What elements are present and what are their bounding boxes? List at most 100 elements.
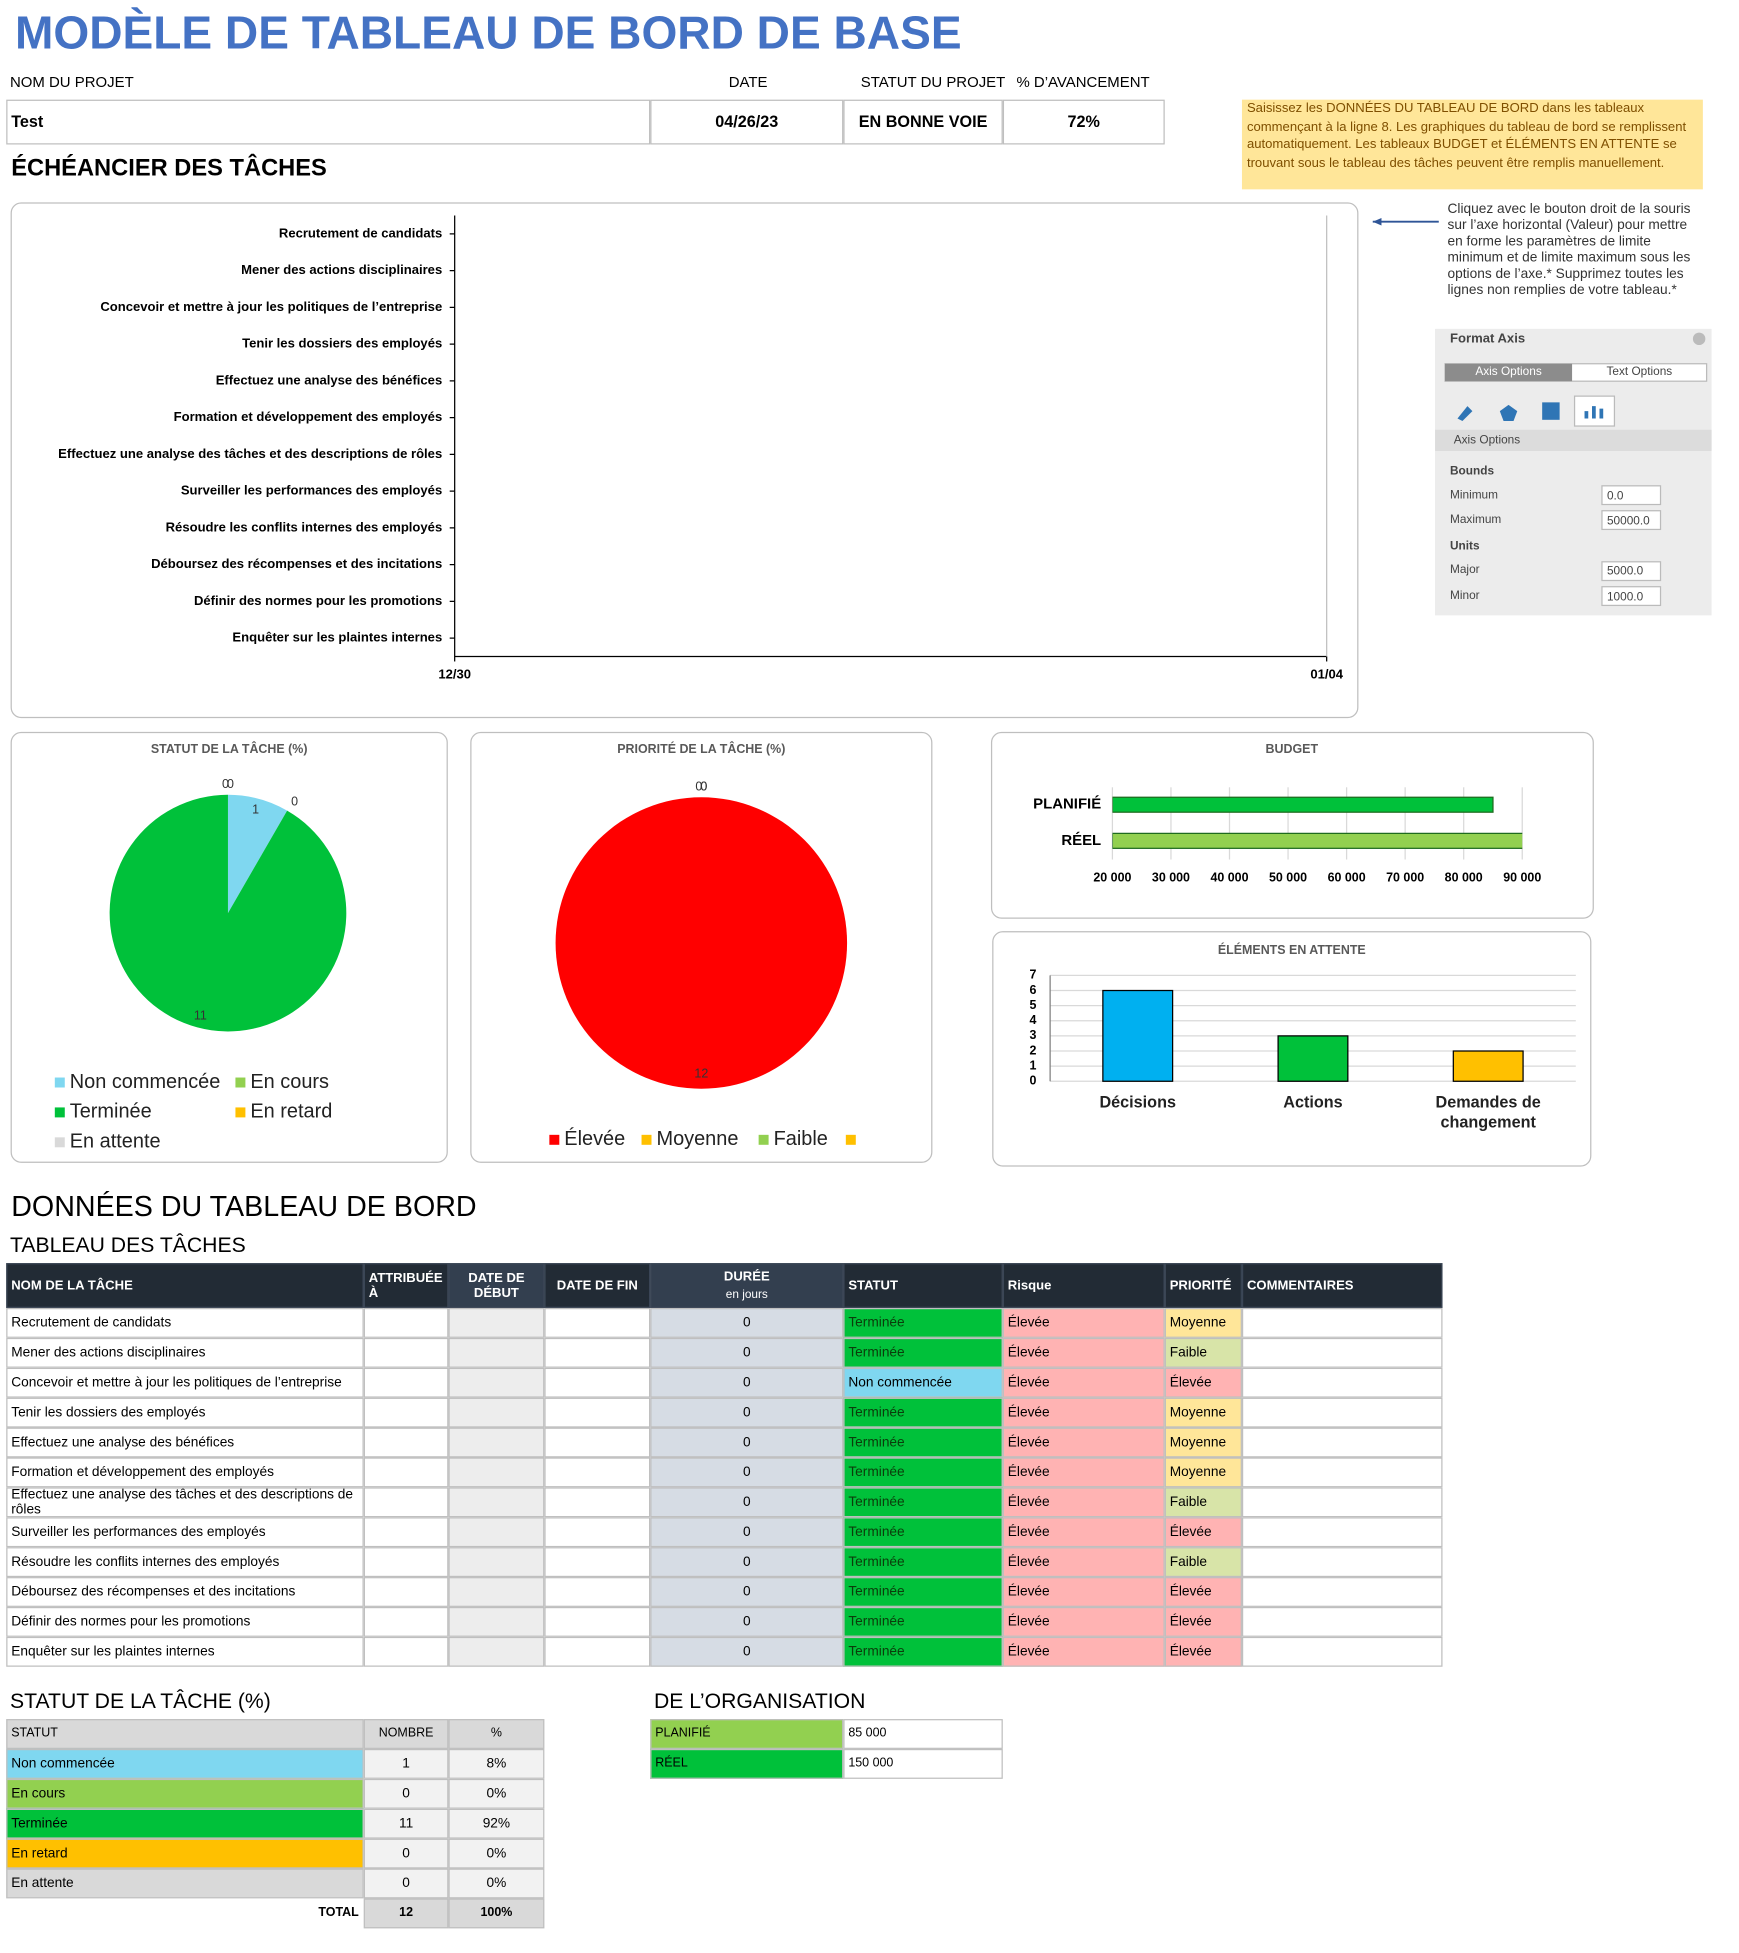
panel-title: Format Axis [1449,331,1526,347]
table-header: % [448,1719,545,1749]
tab: Text Options [1606,364,1673,379]
field-label: Major [1449,563,1480,577]
empty-cell [1241,1606,1443,1637]
table-cell: 0% [448,1868,545,1899]
tab-active[interactable] [1445,363,1573,382]
table-cell: 0 [650,1636,844,1667]
y-tick-label: Concevoir et mettre à jour les politique… [100,299,442,314]
table-cell: Élevée [1002,1606,1165,1637]
pie-slice [109,794,347,1032]
project-value: EN BONNE VOIE [843,99,1003,145]
table-cell: 0 [650,1427,844,1458]
y-tick-label: 0 [1030,1074,1037,1088]
table-header: STATUT [843,1263,1003,1308]
table-title: TABLEAU DES TÂCHES [9,1233,246,1257]
table-cell: Élevée [1002,1427,1165,1458]
empty-cell [544,1307,651,1338]
table-cell: En attente [6,1868,364,1899]
field-value: 1000.0 [1606,590,1644,605]
table-cell: 150 000 [843,1748,1003,1779]
table-cell: PLANIFIÉ [650,1719,844,1749]
bounds-label: Bounds [1449,464,1495,479]
empty-cell [1241,1307,1443,1338]
y-tick-label: Surveiller les performances des employés [181,483,442,498]
table-cell: Terminée [843,1547,1003,1578]
axis-icon [1584,406,1604,419]
timeline-frame [10,202,1359,719]
table-cell: Moyenne [1164,1397,1242,1428]
table-cell: 0% [448,1778,545,1809]
table-cell: Élevée [1002,1307,1165,1338]
table-header: ATTRIBUÉE À [363,1263,449,1308]
table-cell: Élevée [1164,1577,1242,1607]
table-cell: Moyenne [1164,1427,1242,1458]
header-text: DURÉE [723,1268,770,1284]
project-header: STATUT DU PROJET [860,73,1006,91]
bar [1102,989,1174,1082]
data-label: 0 [291,794,298,808]
close-icon[interactable] [1692,332,1706,346]
y-tick-label: 1 [1030,1058,1037,1072]
empty-cell [544,1517,651,1548]
table-cell: 92% [448,1808,545,1839]
empty-cell [448,1547,545,1578]
field-value: 50000.0 [1606,514,1650,529]
table-cell: Effectuez une analyse des bénéfices [6,1427,364,1458]
legend-swatch [235,1107,246,1118]
bar [1112,832,1523,849]
field-box[interactable] [1601,510,1662,531]
table-cell: Faible [1164,1487,1242,1518]
table-cell: Tenir les dossiers des employés [6,1397,364,1428]
table-cell: 0% [448,1838,545,1869]
legend-swatch [54,1107,65,1118]
field-box[interactable] [1601,485,1662,506]
table-cell: Terminée [843,1517,1003,1548]
table-cell: Élevée [1002,1457,1165,1488]
table-cell: Résoudre les conflits internes des emplo… [6,1547,364,1578]
fill-icon[interactable] [1457,406,1473,422]
table-cell: En retard [6,1838,364,1869]
x-tick-label: 12/30 [438,667,471,682]
table-cell: Définir des normes pour les promotions [6,1606,364,1637]
field-value: 5000.0 [1606,564,1644,579]
table-cell: 0 [650,1397,844,1428]
x-tick-label: 70 000 [1386,870,1424,884]
x-tick-label: 20 000 [1093,870,1131,884]
chart-title: PRIORITÉ DE LA TÂCHE (%) [617,741,785,756]
table-cell: 0 [650,1606,844,1637]
size-icon[interactable] [1542,402,1560,420]
effects-icon[interactable] [1499,404,1518,422]
empty-cell [363,1367,449,1398]
table-cell: Recrutement de candidats [6,1307,364,1338]
table-title: STATUT DE LA TÂCHE (%) [9,1689,271,1713]
legend-label: En attente [70,1131,161,1153]
empty-cell [363,1397,449,1428]
table-cell: Terminée [843,1307,1003,1338]
table-cell: Mener des actions disciplinaires [6,1337,364,1368]
table-cell: Élevée [1002,1337,1165,1368]
table-cell: Enquêter sur les plaintes internes [6,1636,364,1667]
empty-cell [544,1337,651,1368]
y-tick-label: Résoudre les conflits internes des emplo… [166,519,443,534]
field-box[interactable] [1601,586,1662,607]
table-cell: Effectuez une analyse des tâches et des … [6,1487,364,1518]
table-cell: Terminée [843,1427,1003,1458]
table-cell: Déboursez des récompenses et des incitat… [6,1577,364,1607]
x-tick-label: 80 000 [1445,870,1483,884]
field-value: 0.0 [1606,489,1624,504]
table-header: STATUT [6,1719,364,1749]
legend-label: Moyenne [656,1128,738,1150]
data-label: 0 [222,777,229,791]
project-value: 72% [1002,99,1165,145]
table-cell: 0 [363,1868,449,1899]
y-tick-label: RÉEL [1061,832,1101,849]
table-cell: Terminée [843,1577,1003,1607]
table-header: NOM DE LA TÂCHE [6,1263,364,1308]
field-box[interactable] [1601,561,1662,582]
y-tick-label: 7 [1030,968,1037,982]
empty-cell [1241,1547,1443,1578]
table-cell: 0 [650,1307,844,1338]
empty-cell [363,1517,449,1548]
